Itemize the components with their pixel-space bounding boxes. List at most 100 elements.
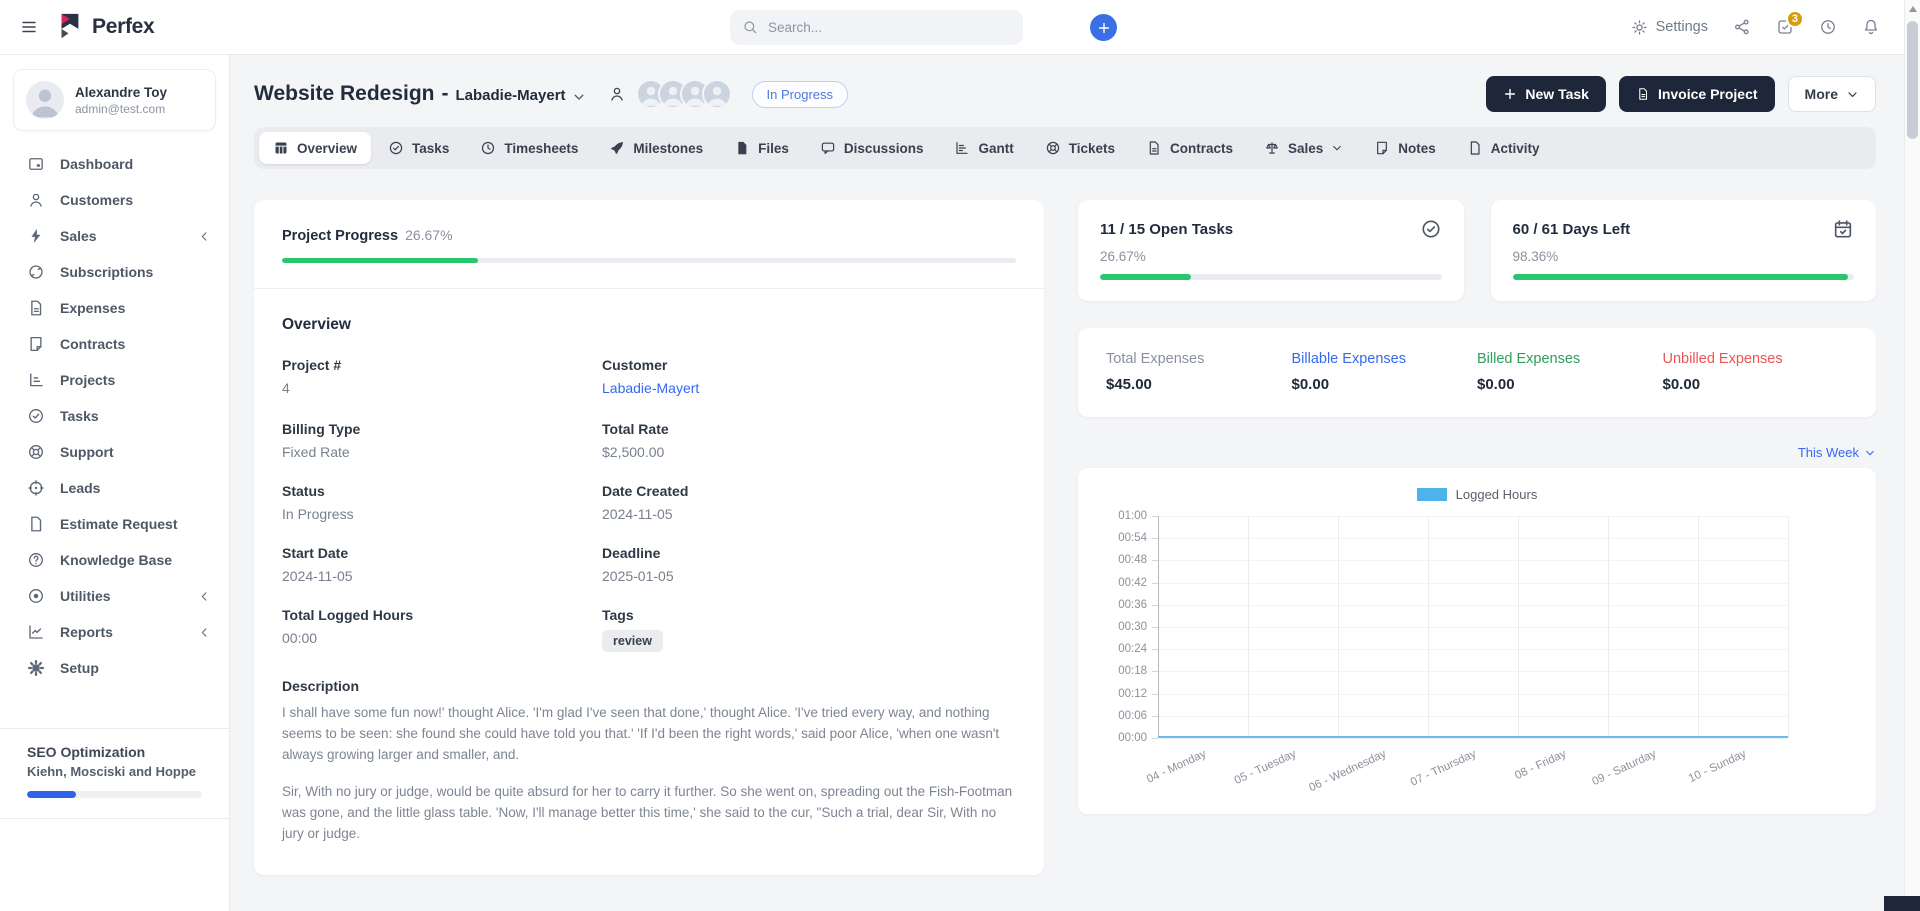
user-name: Alexandre Toy: [75, 84, 168, 100]
more-button[interactable]: More: [1787, 76, 1876, 112]
sidebar-item-estimate-request[interactable]: Estimate Request: [0, 506, 229, 542]
chart-y-tick-label: 00:00: [1118, 732, 1147, 744]
sidebar-item-dashboard[interactable]: Dashboard: [0, 146, 229, 182]
sidebar-project-link[interactable]: SEO Optimization: [27, 744, 146, 760]
chart-x-tick-label: 06 - Wednesday: [1307, 748, 1389, 795]
file-plain-icon: [1467, 140, 1483, 156]
tag-chip[interactable]: review: [602, 630, 663, 652]
tab-tasks[interactable]: Tasks: [374, 132, 463, 164]
tab-gantt[interactable]: Gantt: [940, 132, 1027, 164]
expense-unbilled-expenses: Unbilled Expenses $0.00: [1663, 351, 1849, 393]
tab-activity[interactable]: Activity: [1453, 132, 1554, 164]
search-input[interactable]: [730, 10, 1023, 45]
overview-heading: Overview: [282, 316, 351, 333]
tab-contracts[interactable]: Contracts: [1132, 132, 1247, 164]
member-avatars[interactable]: [635, 79, 732, 109]
user-meta: Alexandre Toy admin@test.com: [75, 85, 167, 116]
grid-icon: [273, 140, 289, 156]
sidebar-item-leads[interactable]: Leads: [0, 470, 229, 506]
tab-label: Notes: [1398, 140, 1436, 156]
menu-button[interactable]: [20, 18, 38, 36]
share-button[interactable]: [1733, 18, 1751, 36]
chart-x-tick-label: 05 - Tuesday: [1232, 748, 1299, 787]
sidebar-spacer: [0, 819, 229, 911]
scrollbar-up-arrow[interactable]: [1908, 6, 1917, 12]
page-title: Website Redesign - Labadie-Mayert: [254, 82, 566, 106]
chart-y-tick-mark: [1152, 738, 1158, 739]
tab-milestones[interactable]: Milestones: [595, 132, 717, 164]
chart-h-gridline: [1158, 627, 1788, 628]
field-total-rate: Total Rate $2,500.00: [602, 421, 1016, 460]
expense-label: Unbilled Expenses: [1662, 351, 1783, 367]
sidebar-item-subscriptions[interactable]: Subscriptions: [0, 254, 229, 290]
sidebar-item-projects[interactable]: Projects: [0, 362, 229, 398]
tab-timesheets[interactable]: Timesheets: [466, 132, 592, 164]
new-task-label: New Task: [1525, 86, 1589, 102]
calendar-icon: [1832, 218, 1854, 240]
description-label: Description: [282, 678, 360, 694]
sidebar-item-knowledge-base[interactable]: Knowledge Base: [0, 542, 229, 578]
brand-logo[interactable]: Perfex: [54, 12, 155, 42]
chart-h-gridline: [1158, 738, 1788, 739]
notifications-button[interactable]: [1862, 18, 1880, 36]
sidebar-item-label: Projects: [60, 372, 116, 388]
field-value: 00:00: [282, 630, 318, 646]
chart-h-gridline: [1158, 538, 1788, 540]
dot-circle-icon: [27, 587, 45, 605]
customer-link[interactable]: Labadie-Mayert: [602, 380, 700, 396]
chart-y-tick-label: 00:36: [1118, 598, 1147, 611]
scrollbar-thumb[interactable]: [1907, 21, 1918, 139]
members-icon[interactable]: [608, 85, 626, 103]
field-value: 2024-11-05: [602, 506, 673, 522]
stat-cards-row: 11 / 15 Open Tasks 26.67% 60 / 61 Days L…: [1078, 200, 1876, 301]
more-label: More: [1804, 86, 1838, 102]
tab-overview[interactable]: Overview: [259, 132, 372, 164]
bottom-right-corner: [1884, 896, 1920, 911]
todo-items-button[interactable]: 3: [1776, 10, 1804, 36]
sidebar-item-customers[interactable]: Customers: [0, 182, 229, 218]
tab-tickets[interactable]: Tickets: [1031, 132, 1129, 164]
tab-label: Tasks: [412, 140, 450, 156]
sidebar-item-label: Support: [60, 444, 114, 460]
vertical-scrollbar[interactable]: [1904, 0, 1920, 911]
title-separator: -: [441, 82, 449, 105]
bell-icon: [1862, 18, 1880, 36]
field-total-logged-hours: Total Logged Hours 00:00: [282, 607, 582, 652]
chevron-down-icon[interactable]: [572, 90, 586, 104]
chart-v-gridline: [1338, 516, 1339, 738]
quick-create-button[interactable]: [1090, 14, 1117, 41]
sidebar-item-setup[interactable]: Setup: [0, 650, 229, 686]
user-profile-card[interactable]: Alexandre Toy admin@test.com: [13, 69, 216, 131]
tab-sales[interactable]: Sales: [1250, 132, 1357, 164]
sidebar-item-support[interactable]: Support: [0, 434, 229, 470]
member-avatar[interactable]: [701, 79, 732, 109]
gantt-icon: [954, 140, 970, 156]
project-progress-section: Project Progress 26.67%: [254, 200, 1044, 289]
field-label: Customer: [602, 357, 668, 373]
project-title: Website Redesign: [254, 82, 435, 105]
settings-button[interactable]: Settings: [1631, 19, 1708, 36]
days-left-progress-bar: [1512, 274, 1854, 280]
sidebar-item-label: Customers: [60, 192, 134, 208]
sidebar-item-utilities[interactable]: Utilities: [0, 578, 229, 614]
chart-x-tick-label: 04 - Monday: [1145, 748, 1209, 786]
tab-files[interactable]: Files: [720, 132, 803, 164]
scales-icon: [1264, 140, 1280, 156]
new-task-button[interactable]: New Task: [1486, 76, 1606, 112]
invoice-icon: [1636, 87, 1650, 101]
sidebar-menu: Dashboard Customers Sales Subscriptions Expe…: [0, 146, 229, 686]
sidebar-item-tasks[interactable]: Tasks: [0, 398, 229, 434]
chart-v-gridline: [1428, 516, 1429, 738]
project-overview-card: Project Progress 26.67% Overview Project…: [254, 200, 1044, 875]
perfex-logo-icon: [54, 12, 84, 42]
sidebar-item-reports[interactable]: Reports: [0, 614, 229, 650]
invoice-project-button[interactable]: Invoice Project: [1618, 76, 1775, 112]
sidebar-item-expenses[interactable]: Expenses: [0, 290, 229, 326]
timers-button[interactable]: [1819, 18, 1837, 36]
tab-discussions[interactable]: Discussions: [806, 132, 938, 164]
file-fold-icon: [1374, 140, 1390, 156]
period-selector[interactable]: This Week: [1798, 445, 1876, 460]
sidebar-item-contracts[interactable]: Contracts: [0, 326, 229, 362]
sidebar-item-sales[interactable]: Sales: [0, 218, 229, 254]
tab-notes[interactable]: Notes: [1360, 132, 1450, 164]
